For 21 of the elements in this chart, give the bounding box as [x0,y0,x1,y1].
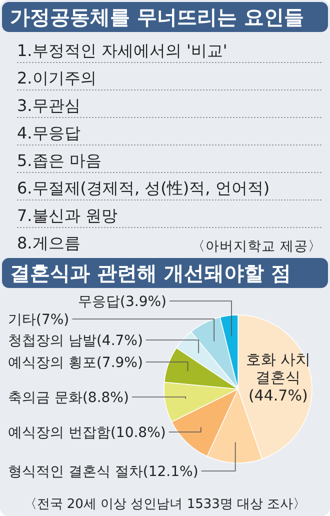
text: 7.불신과 원망 [17,206,118,225]
text: 2.이기주의 [17,68,96,88]
text: 〈아버지학교 제공〉 [192,238,322,254]
slice-label: 호화 사치 결혼식 [246,350,311,386]
text: 1.부정적인 자세에서의 '비교' [17,41,228,60]
slice-label: 기타(7%) [8,312,70,328]
slice-label: 청첩장의 남발(4.7%) [8,333,143,349]
text: 〈전국 20세 이상 성인남녀 1533명 대상 조사〉 [24,497,306,512]
slice-label: 예식장의 횡포(7.9%) [8,355,143,371]
text: 가정공동체를 무너뜨리는 요인들 [10,5,304,29]
text: 5.좁은 마음 [17,151,102,170]
text: 6.무절제(경제적, 성(性)적, 언어적) [17,178,270,198]
slice-label: 축의금 문화(8.8%) [8,390,129,406]
slice-label: 무응답(3.9%) [78,294,166,310]
text: 8.게으름 [17,234,80,252]
text: 3.무관심 [17,96,80,115]
text: 4.무응답 [17,124,80,142]
slice-label: 형식적인 결혼식 절차(12.1%) [8,464,198,480]
data-label: (44.7%) [248,386,308,404]
slice-label: 예식장의 번잡함(10.8%) [8,425,166,441]
chart-title: 결혼식과 관련해 개선돼야할 점 [10,261,291,285]
